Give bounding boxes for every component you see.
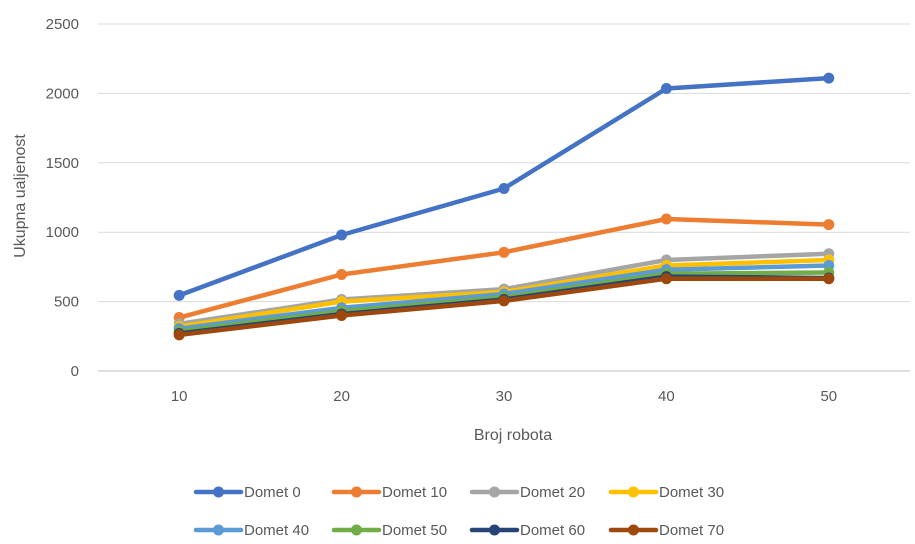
data-point [173, 289, 185, 301]
x-tick-label: 50 [820, 388, 837, 405]
legend: Domet 0 Domet 10 Domet 20 Domet 30 Domet 40 D… [193, 484, 724, 539]
legend-item: Domet 60 [469, 522, 585, 539]
legend-label: Domet 50 [382, 522, 447, 539]
data-point [498, 246, 510, 258]
series-domet-70 [173, 273, 835, 341]
data-point [660, 273, 672, 285]
legend-label: Domet 30 [659, 484, 724, 501]
data-point [336, 269, 348, 281]
legend-label: Domet 20 [520, 484, 585, 501]
series-lines [173, 72, 835, 341]
y-tick-label: 2000 [46, 85, 79, 102]
legend-item: Domet 40 [193, 522, 309, 539]
data-point [498, 182, 510, 194]
x-tick-label: 20 [333, 388, 350, 405]
data-point [823, 273, 835, 285]
y-axis-title: Ukupna ualjenost [12, 134, 29, 258]
legend-label: Domet 10 [382, 484, 447, 501]
y-tick-label: 0 [71, 363, 79, 380]
data-point [173, 329, 185, 341]
legend-swatch-marker [213, 524, 224, 536]
legend-item: Domet 10 [331, 484, 447, 501]
legend-swatch-marker [489, 486, 500, 498]
legend-swatch-marker [213, 486, 224, 498]
series-domet-0 [173, 72, 835, 301]
data-point [823, 72, 835, 84]
y-axis-ticks: 0 500 1000 1500 2000 2500 [46, 16, 79, 380]
legend-label: Domet 0 [244, 484, 301, 501]
y-tick-label: 1500 [46, 155, 79, 172]
legend-swatch-marker [489, 524, 500, 536]
legend-swatch-marker [351, 524, 362, 536]
legend-item: Domet 20 [469, 484, 585, 501]
legend-swatch-marker [351, 486, 362, 498]
x-tick-label: 30 [496, 388, 513, 405]
y-tick-label: 1000 [46, 224, 79, 241]
data-point [498, 295, 510, 307]
data-point [660, 83, 672, 95]
legend-item: Domet 30 [608, 484, 724, 501]
legend-label: Domet 60 [520, 522, 585, 539]
legend-label: Domet 70 [659, 522, 724, 539]
legend-item: Domet 50 [331, 522, 447, 539]
legend-item: Domet 70 [608, 522, 724, 539]
y-tick-label: 2500 [46, 16, 79, 33]
x-axis-title: Broj robota [474, 427, 552, 444]
x-tick-label: 10 [171, 388, 188, 405]
x-tick-label: 40 [658, 388, 675, 405]
legend-swatch-marker [628, 524, 639, 536]
legend-item: Domet 0 [193, 484, 301, 501]
x-axis-ticks: 10 20 30 40 50 [171, 388, 837, 405]
data-point [823, 219, 835, 231]
data-point [336, 309, 348, 321]
y-tick-label: 500 [54, 294, 79, 311]
legend-label: Domet 40 [244, 522, 309, 539]
legend-swatch-marker [628, 486, 639, 498]
data-point [336, 229, 348, 241]
data-point [660, 213, 672, 225]
